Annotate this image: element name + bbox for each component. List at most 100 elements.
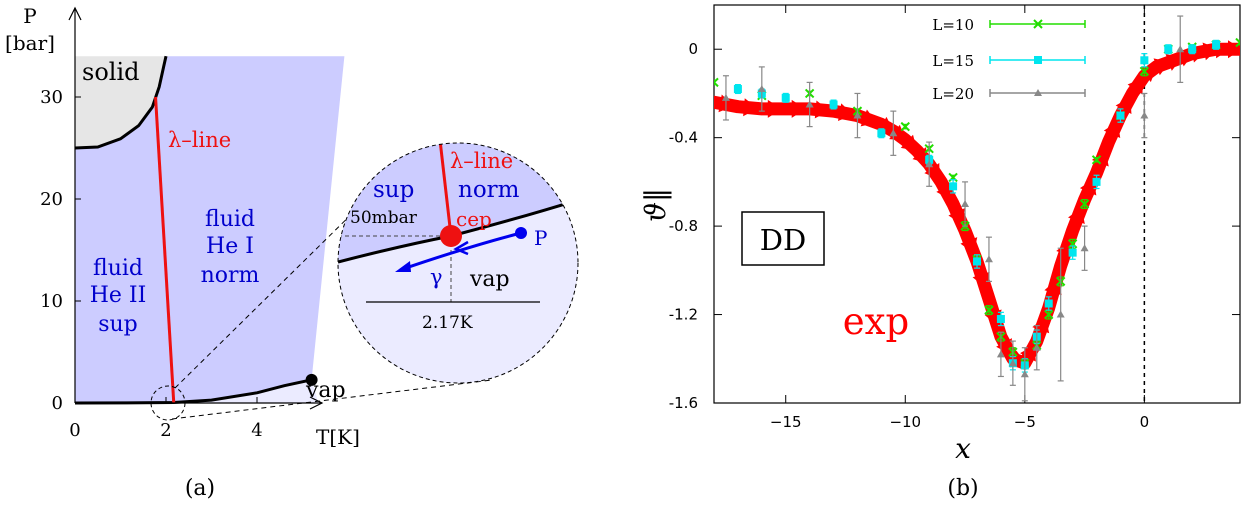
x-tick-label: −10 [889,413,921,431]
inset-pressure-label: 50mbar [350,208,418,228]
data-point [984,305,994,315]
exp-arrow-mark [1115,97,1132,115]
data-point [1212,40,1221,49]
normal-label-2: He I [206,234,254,259]
exp-arrow-mark [743,98,758,117]
exp-curve [714,40,1240,370]
data-point [889,129,898,137]
inset-norm-label: norm [458,177,520,203]
y-tick-label: 0 [52,393,63,414]
data-point [1008,359,1017,367]
legend: L=10 L=15 L=20 [932,16,1086,103]
exp-band [714,42,1240,370]
exp-arrow-mark [960,237,978,254]
data-point [984,255,993,263]
data-point [1044,299,1053,308]
solid-region [75,56,166,149]
solid-label: solid [82,58,139,86]
data-point [1116,111,1125,120]
exp-arrow-mark [972,271,990,288]
exp-label: exp [843,300,909,343]
exp-arrow-mark [924,162,940,180]
legend-label-l15: L=15 [932,52,974,70]
data-point [805,100,814,108]
zoom-inset: λ–line sup norm cep 50mbar P γ vap 2.17K [337,142,579,384]
data-point [949,182,958,191]
superfluid-region [75,56,345,403]
data-point [877,129,886,138]
data-point [1091,155,1102,165]
data-point [1079,199,1090,209]
exp-arrow-mark [1079,179,1097,196]
dd-label-box [741,211,825,266]
y-tick-label: -0.8 [669,217,698,235]
exp-arrow-mark [948,208,965,225]
y-tick-label: 0 [688,40,698,58]
inset-p-label: P [534,226,547,250]
data-point [1080,244,1089,252]
exp-arrow-mark [1127,77,1143,95]
data-point [781,93,790,102]
inset-critical-end-point [440,225,462,247]
data-point [1176,45,1185,53]
zoom-connector-upper [174,195,371,389]
exp-arrow-mark [912,147,929,164]
exp-arrow-mark [1202,42,1218,61]
inset-lambda-label: λ–line [450,149,513,173]
y-tick-label: 10 [40,291,63,312]
exp-arrow-mark [767,99,782,118]
exp-arrow-mark [1165,53,1182,71]
inset-cep-label: cep [456,207,492,231]
x-axis-arrow [309,396,324,410]
lambda-line [154,96,176,403]
data-point [1235,37,1240,48]
x-tick-label: −15 [770,413,802,431]
data-point [1139,66,1150,77]
plot-frame [713,4,1241,404]
x-tick-label: 4 [251,420,262,441]
data-point [996,314,1005,323]
panel-a-label: (a) [185,476,215,501]
x-tick-label: −5 [1014,413,1036,431]
inset-temperature-label: 2.17K [422,313,473,333]
superfluid-label-3: sup [98,312,138,337]
exp-arrow-mark [1020,345,1036,362]
y-tick-label: -0.4 [669,129,698,147]
exp-arrow-mark [936,183,953,200]
data-point [714,77,719,88]
x-tick-label: 0 [1140,413,1150,431]
y-axis-label: ϑ‖ [639,188,672,222]
exp-arrow-mark [1032,316,1050,334]
exp-arrow-mark [1044,279,1062,296]
legend-label-l20: L=20 [932,85,974,103]
data-point [1188,45,1197,54]
data-point [1044,309,1054,320]
inset-vap-label: vap [469,267,510,292]
exp-arrow-mark [837,103,854,122]
normal-label-3: norm [201,263,260,288]
exp-arrow-mark [900,134,918,151]
y-axis-arrow [68,6,82,21]
legend-marker [1034,56,1042,64]
superfluid-label-2: He II [90,283,147,308]
x-axis-label: x [955,432,971,465]
y-axis-label-unit: [bar] [5,31,55,55]
series-l20 [721,15,1185,402]
normal-label-1: fluid [205,207,255,232]
data-point [996,350,1005,358]
data-point [721,93,730,101]
x-tick-labels: −15 −10 −5 0 [770,413,1149,431]
exp-arrow-mark [814,100,830,119]
data-point [1092,177,1101,186]
data-point [853,111,862,119]
data-point [961,200,970,207]
data-points [714,15,1240,402]
vapor-label: vap [305,378,346,403]
scaling-function-panel: −15 −10 −5 0 0 -0.4 -0.8 -1.2 -1.6 DD exp L=10 … [639,4,1241,501]
data-point [1068,248,1077,257]
panel-b-label: (b) [947,476,978,501]
inset-border [337,142,579,384]
inset-path-mid-arrow [453,240,469,256]
x-axis-label: T[K] [316,425,360,449]
